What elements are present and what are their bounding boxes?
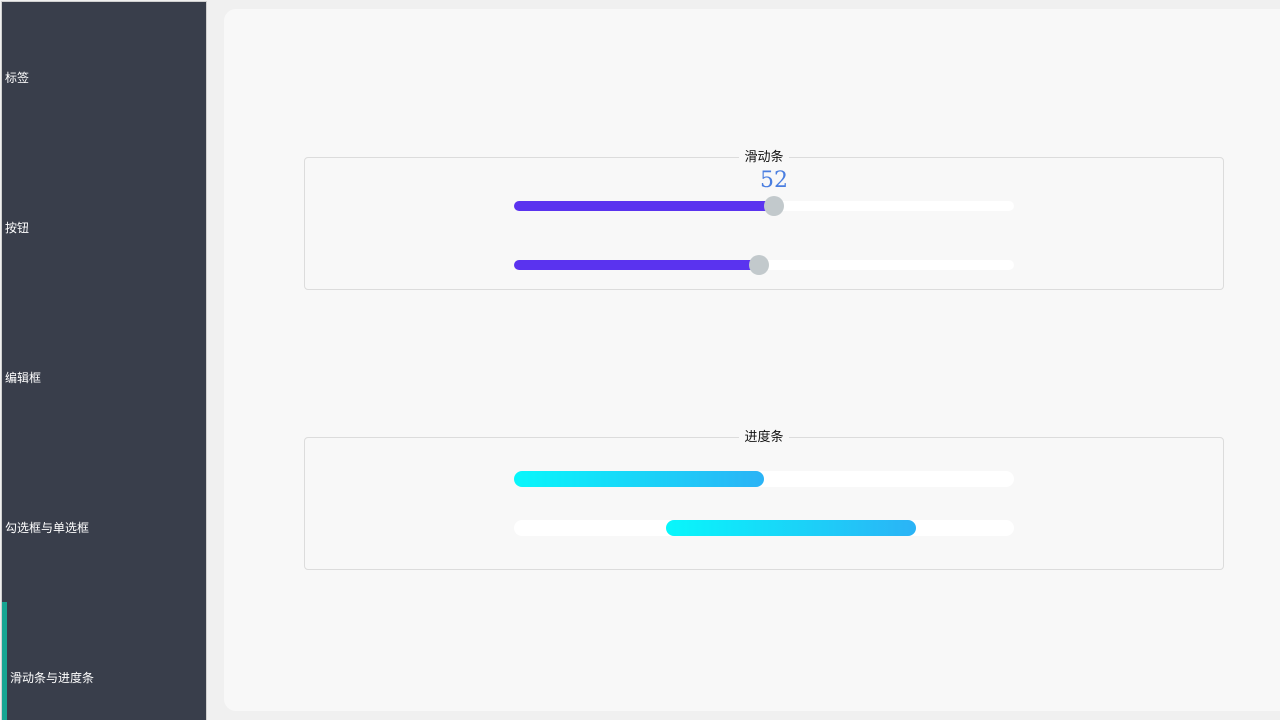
progress-group-title: 进度条 xyxy=(739,430,789,445)
sidebar-item-label: 滑动条与进度条 xyxy=(10,671,95,685)
progress-bar-busy xyxy=(514,520,1014,536)
sidebar-item-editbox-page[interactable]: 编辑框 xyxy=(2,302,206,452)
sidebar-item-slider-page[interactable]: 滑动条与进度条 xyxy=(2,602,206,720)
sidebar-item-button-page[interactable]: 按钮 xyxy=(2,152,206,302)
slider-group-title: 滑动条 xyxy=(739,150,789,165)
slider-fill xyxy=(514,201,774,211)
content-panel: 滑动条 52 进度条 xyxy=(224,9,1280,711)
horizontal-slider-1[interactable] xyxy=(514,196,1014,216)
slider-value-label: 52 xyxy=(760,168,788,193)
progress-bar-1 xyxy=(514,471,1014,487)
sidebar-item-checkbox-page[interactable]: 勾选框与单选框 xyxy=(2,452,206,602)
sidebar-item-label: 标签 xyxy=(5,71,30,85)
slider-groupbox: 滑动条 52 xyxy=(304,150,1224,290)
slider-handle[interactable] xyxy=(749,255,769,275)
progress-chunk xyxy=(514,471,764,487)
active-indicator xyxy=(2,602,7,720)
progress-chunk xyxy=(666,520,916,536)
sidebar: 标签 按钮 编辑框 勾选框与单选框 滑动条与进度条 xyxy=(1,1,207,720)
sidebar-item-label: 按钮 xyxy=(5,221,30,235)
slider-handle[interactable] xyxy=(764,196,784,216)
horizontal-slider-2[interactable] xyxy=(514,255,1014,275)
slider-fill xyxy=(514,260,759,270)
progress-group-title-row: 进度条 xyxy=(305,430,1223,446)
progress-groupbox: 进度条 xyxy=(304,430,1224,570)
sidebar-item-label: 勾选框与单选框 xyxy=(5,521,90,535)
slider-group-title-row: 滑动条 xyxy=(305,150,1223,166)
sidebar-item-label-page[interactable]: 标签 xyxy=(2,2,206,152)
sidebar-item-label: 编辑框 xyxy=(5,371,42,385)
